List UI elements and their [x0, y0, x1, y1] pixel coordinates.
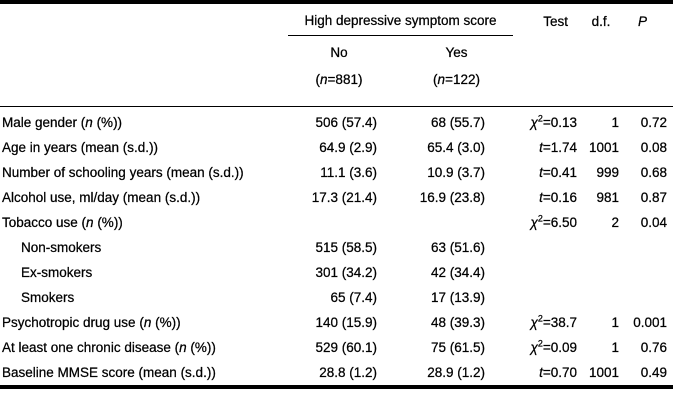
cell-test-statistic: χ2=38.7 [530, 313, 578, 330]
col-header-yes: Yes [445, 45, 468, 60]
cell-df-value [580, 235, 622, 260]
cell-no-value: 301 (34.2) [315, 264, 377, 280]
subheader-n-row: (n=881) (n=122) [0, 64, 673, 106]
table-row: Non-smokers 515 (58.5) 63 (51.6) [0, 235, 673, 260]
cell-no-value: 11.1 (3.6) [320, 164, 377, 180]
cell-p-value: 0.87 [640, 189, 668, 205]
cell-test-statistic: t=0.70 [539, 364, 578, 380]
empty-corner-cell [0, 2, 288, 38]
table-row: Psychotropic drug use (n (%)) 140 (15.9)… [0, 310, 673, 335]
cell-no-value: 28.8 (1.2) [319, 364, 377, 380]
cell-p-value: 0.68 [640, 164, 668, 180]
cell-yes-value: 17 (13.9) [430, 289, 486, 305]
row-label: Age in years (mean (s.d.)) [2, 139, 159, 155]
cell-p-value: 0.001 [633, 314, 668, 330]
cell-p-value: 0.08 [640, 139, 668, 155]
cell-yes-value [380, 210, 488, 235]
row-label: Male gender (n (%)) [2, 114, 123, 130]
cell-no-value: 64.9 (2.9) [319, 139, 377, 155]
cell-no-value [288, 210, 380, 235]
cell-no-value: 529 (60.1) [315, 339, 377, 355]
cell-test-statistic: χ2=0.09 [530, 338, 578, 355]
cell-yes-value: 65.4 (3.0) [427, 139, 486, 155]
row-label: At least one chronic disease (n (%)) [2, 339, 216, 355]
table-row: Ex-smokers 301 (34.2) 42 (34.4) [0, 260, 673, 285]
cell-p-value: 0.49 [640, 364, 668, 380]
group-header-underline: High depressive symptom score [288, 13, 514, 36]
row-label: Alcohol use, ml/day (mean (s.d.)) [2, 189, 201, 205]
row-label: Psychotropic drug use (n (%)) [2, 314, 181, 330]
cell-yes-value: 16.9 (23.8) [419, 189, 486, 205]
cell-df-value [580, 285, 622, 310]
table-header: High depressive symptom score Test d.f. … [0, 2, 673, 106]
cell-test-statistic: χ2=0.13 [530, 113, 578, 130]
row-label: Non-smokers [21, 239, 102, 255]
empty-label-cell [0, 64, 288, 106]
cell-p-value [622, 235, 673, 260]
cell-yes-value: 10.9 (3.7) [427, 164, 486, 180]
col-header-test: Test [543, 14, 569, 29]
group-header-label: High depressive symptom score [304, 13, 497, 28]
table-row: Tobacco use (n (%)) χ2=6.50 2 0.04 [0, 210, 673, 235]
row-label: Baseline MMSE score (mean (s.d.)) [2, 364, 216, 380]
cell-yes-value: 63 (51.6) [430, 239, 486, 255]
table-row: Baseline MMSE score (mean (s.d.)) 28.8 (… [0, 360, 673, 387]
row-label: Number of schooling years (mean (s.d.)) [2, 164, 244, 180]
empty-label-cell [0, 38, 288, 64]
cell-p-value: 0.72 [640, 114, 668, 130]
cell-df-value [580, 260, 622, 285]
cell-test-statistic: χ2=6.50 [530, 213, 578, 230]
cell-no-value: 140 (15.9) [315, 314, 377, 330]
table-row: At least one chronic disease (n (%)) 529… [0, 335, 673, 360]
row-label: Ex-smokers [21, 264, 93, 280]
stats-table: High depressive symptom score Test d.f. … [0, 0, 673, 389]
cell-df-value: 2 [611, 214, 620, 230]
cell-test-statistic: t=0.16 [539, 189, 578, 205]
cell-df-value: 1 [611, 114, 620, 130]
cell-no-value: 506 (57.4) [315, 114, 377, 130]
col-header-p: P [638, 14, 648, 29]
row-label: Tobacco use (n (%)) [2, 214, 123, 230]
cell-df-value: 1 [611, 339, 620, 355]
cell-no-value: 17.3 (21.4) [311, 189, 378, 205]
cell-df-value: 981 [596, 189, 620, 205]
cell-test-statistic [488, 260, 580, 285]
cell-yes-value: 68 (55.7) [430, 114, 486, 130]
cell-test-statistic [488, 235, 580, 260]
cell-p-value: 0.76 [640, 339, 668, 355]
cell-yes-value: 75 (61.5) [430, 339, 486, 355]
cell-yes-value: 42 (34.4) [430, 264, 486, 280]
cell-p-value [622, 260, 673, 285]
col-header-no: No [330, 45, 348, 60]
table-row: Male gender (n (%)) 506 (57.4) 68 (55.7)… [0, 106, 673, 135]
group-header-row: High depressive symptom score Test d.f. … [0, 2, 673, 38]
cell-df-value: 999 [596, 164, 620, 180]
cell-no-value: 65 (7.4) [330, 289, 377, 305]
table-row: Alcohol use, ml/day (mean (s.d.)) 17.3 (… [0, 185, 673, 210]
cell-no-value: 515 (58.5) [315, 239, 377, 255]
group-header-cell: High depressive symptom score [288, 2, 514, 38]
subheader-row: No Yes [0, 38, 673, 64]
table-body: Male gender (n (%)) 506 (57.4) 68 (55.7)… [0, 106, 673, 387]
cell-test-statistic: t=1.74 [539, 139, 578, 155]
cell-yes-value: 28.9 (1.2) [427, 364, 486, 380]
cell-test-statistic [488, 285, 580, 310]
table-row: Age in years (mean (s.d.)) 64.9 (2.9) 65… [0, 135, 673, 160]
cell-p-value [622, 285, 673, 310]
cell-p-value: 0.04 [640, 214, 668, 230]
cell-test-statistic: t=0.41 [539, 164, 578, 180]
col-header-df: d.f. [591, 14, 611, 29]
cell-df-value: 1001 [588, 364, 620, 380]
cell-df-value: 1 [611, 314, 620, 330]
table-row: Number of schooling years (mean (s.d.)) … [0, 160, 673, 185]
col-header-yes-n: (n=122) [433, 72, 480, 87]
cell-yes-value: 48 (39.3) [430, 314, 486, 330]
cell-df-value: 1001 [588, 139, 620, 155]
row-label: Smokers [21, 289, 75, 305]
table-row: Smokers 65 (7.4) 17 (13.9) [0, 285, 673, 310]
col-header-no-n: (n=881) [315, 72, 363, 87]
